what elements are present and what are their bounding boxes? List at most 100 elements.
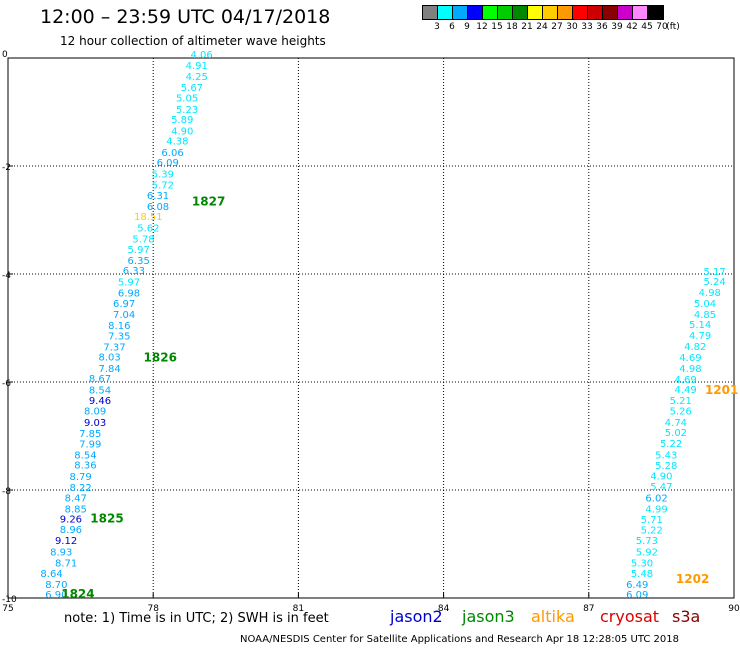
color-scale-swatch [513,6,528,19]
wave-height-point: 8.54 [89,386,111,397]
plot-frame [7,57,735,599]
wave-height-point: 5.24 [704,277,726,288]
wave-height-point: 9.26 [60,515,82,526]
wave-height-point: 5.73 [636,536,658,547]
x-tick-label: 81 [293,604,304,614]
wave-height-point: 7.99 [79,440,101,451]
wave-height-point: 5.22 [660,439,682,450]
color-scale-label: 36 [596,22,608,32]
wave-height-point: 5.02 [665,428,687,439]
wave-height-point: 5.71 [641,515,663,526]
color-scale-label: 21 [521,22,533,32]
legend-jason2: jason2 [390,607,443,626]
wave-height-point: 8.67 [89,374,111,385]
color-scale-label: 30 [566,22,578,32]
wave-height-point: 8.47 [65,494,87,505]
wave-height-point: 6.35 [128,256,150,267]
wave-height-point: 9.03 [84,418,106,429]
wave-height-point: 5.92 [636,548,658,559]
color-scale-label: 18 [506,22,518,32]
wave-height-point: 8.70 [45,580,67,591]
wave-height-point: 8.09 [84,407,106,418]
color-scale-swatch [588,6,603,19]
wave-height-point: 8.71 [55,558,77,569]
wave-height-point: 5.47 [650,482,672,493]
wave-height-point: 6.08 [147,202,169,213]
color-scale-label: 70 [656,22,668,32]
wave-height-point: 4.82 [684,342,706,353]
color-scale-label: 42 [626,22,638,32]
y-tick-label: -10 [2,595,17,605]
wave-height-point: 7.85 [79,429,101,440]
wave-height-point: 4.90 [650,471,672,482]
y-tick-label: -6 [2,379,11,389]
color-scale-label: 27 [551,22,563,32]
time-label: 1201 [705,383,738,397]
wave-height-point: 4.49 [674,385,696,396]
color-scale-labels: 3 6 9 12 15 18 21 24 27 30 33 36 39 42 45 70 (ft) [422,22,680,34]
wave-height-point: 7.35 [108,332,130,343]
wave-height-point: 5.62 [137,224,159,235]
color-scale-swatch [453,6,468,19]
color-scale-swatch [543,6,558,19]
color-scale-swatch [618,6,633,19]
wave-height-point: 8.79 [69,472,91,483]
legend-altika: altika [531,607,575,626]
color-scale-label: 3 [434,22,440,32]
wave-height-point: 4.91 [186,61,208,72]
wave-height-point: 5.89 [171,115,193,126]
color-scale-swatch [498,6,513,19]
color-scale-label: 33 [581,22,593,32]
wave-height-point: 4.69 [679,353,701,364]
wave-height-point: 4.79 [689,331,711,342]
color-scale-swatch [528,6,543,19]
legend-cryosat: cryosat [600,607,660,626]
x-tick-label: 84 [438,604,450,614]
wave-height-point: 4.98 [679,364,701,375]
wave-height-point: 6.49 [626,580,648,591]
wave-height-point: 5.22 [641,525,663,536]
wave-height-point: 5.78 [132,234,154,245]
color-scale-label: 39 [611,22,623,32]
color-scale-swatch [573,6,588,19]
color-scale-swatch [423,6,438,19]
chart-title: 12:00 – 23:59 UTC 04/17/2018 [40,6,331,28]
color-scale-swatch [558,6,573,19]
note-text: note: 1) Time is in UTC; 2) SWH is in fe… [64,611,329,626]
wave-height-point: 8.03 [99,353,121,364]
wave-height-point: 8.36 [74,461,96,472]
time-label: 1826 [144,351,177,365]
time-label: 1202 [676,572,709,586]
wave-height-point: 8.54 [74,450,96,461]
color-scale: 3 6 9 12 15 18 21 24 27 30 33 36 39 42 45 70 (ft) [422,5,680,34]
wave-height-point: 18.51 [134,212,163,223]
wave-height-point: 8.22 [69,483,91,494]
wave-height-point: 6.09 [626,590,648,601]
wave-height-point: 9.12 [55,536,77,547]
time-label: 1825 [90,512,123,526]
wave-height-point: 6.09 [157,158,179,169]
wave-height-point: 6.33 [123,266,145,277]
wave-height-point: 5.23 [176,105,198,116]
color-scale-swatch [603,6,618,19]
color-scale-swatch [633,6,648,19]
y-tick-label: 0 [2,50,8,60]
wave-height-point: 6.06 [161,148,183,159]
wave-height-point: 6.02 [645,494,667,505]
color-scale-label: 24 [536,22,548,32]
chart-subtitle: 12 hour collection of altimeter wave hei… [60,34,326,48]
wave-height-point: 5.97 [118,278,140,289]
y-tick-label: -8 [2,487,11,497]
wave-height-point: 4.06 [190,50,212,61]
wave-height-point: 6.31 [147,191,169,202]
wave-height-point: 5.72 [152,180,174,191]
color-scale-label: 6 [449,22,455,32]
color-scale-label: (ft) [666,22,680,32]
wave-height-point: 4.99 [645,504,667,515]
color-scale-label: 9 [464,22,470,32]
wave-height-point: 7.04 [113,310,135,321]
x-tick-label: 78 [147,604,159,614]
color-scale-swatches [422,5,664,20]
footer-credit: NOAA/NESDIS Center for Satellite Applica… [240,634,679,645]
wave-height-point: 8.64 [40,569,62,580]
